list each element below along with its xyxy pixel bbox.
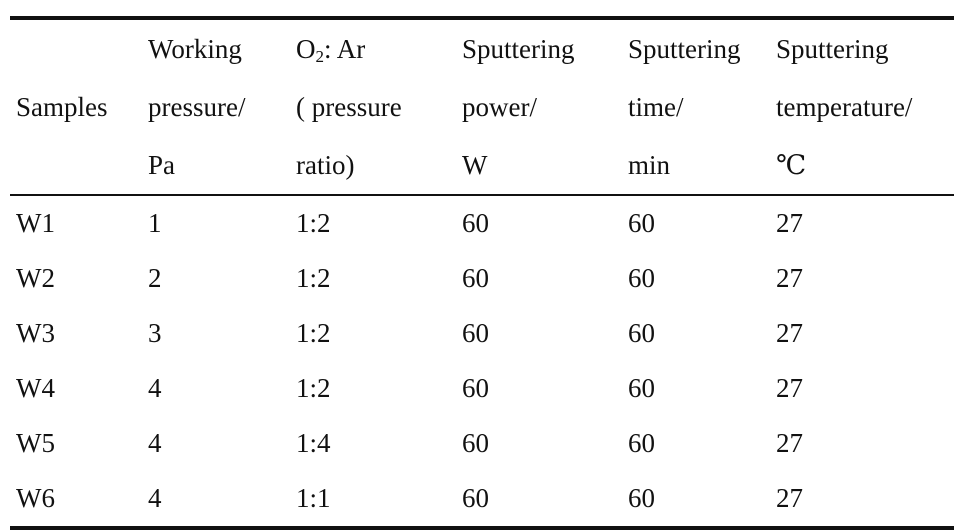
cell-sputtering-time: 60	[628, 373, 655, 403]
table-header-rule	[10, 194, 954, 196]
cell-sputtering-temperature: 27	[776, 483, 803, 513]
cell-gas-ratio: 1:4	[296, 428, 331, 458]
header-sputtering-power-line1: Sputtering	[462, 34, 575, 64]
header-gas-ratio: O2: Ar ( pressure ratio)	[290, 20, 456, 194]
table-row: W4 4 1:2 60 60 27	[10, 361, 954, 416]
cell-gas-ratio: 1:2	[296, 318, 331, 348]
header-sputtering-time-line1: Sputtering	[628, 34, 741, 64]
cell-sputtering-time: 60	[628, 263, 655, 293]
table-row: W1 1 1:2 60 60 27	[10, 196, 954, 251]
cell-gas-ratio: 1:2	[296, 263, 331, 293]
header-row: Samples Working pressure/ Pa O2: Ar ( pr…	[10, 20, 954, 194]
cell-sputtering-power: 60	[462, 318, 489, 348]
header-gas-ratio-line2: ( pressure	[296, 92, 402, 122]
header-sputtering-time-line2: time/	[628, 92, 684, 122]
cell-sputtering-power: 60	[462, 428, 489, 458]
cell-sputtering-time: 60	[628, 428, 655, 458]
cell-sputtering-power: 60	[462, 263, 489, 293]
cell-sputtering-time: 60	[628, 208, 655, 238]
header-sputtering-power-line2: power/	[462, 92, 537, 122]
header-working-pressure-line3: Pa	[148, 150, 175, 180]
header-samples-label: Samples	[16, 92, 108, 122]
cell-sputtering-temperature: 27	[776, 208, 803, 238]
cell-working-pressure: 4	[148, 373, 162, 403]
cell-sample: W6	[16, 483, 55, 513]
table-bottom-rule	[10, 526, 954, 530]
header-sputtering-temperature-line1: Sputtering	[776, 34, 889, 64]
cell-working-pressure: 4	[148, 428, 162, 458]
header-sputtering-power: Sputtering power/ W	[456, 20, 622, 194]
header-sputtering-temperature-line2: temperature/	[776, 92, 913, 122]
header-sputtering-power-line3: W	[462, 150, 488, 180]
table-body: W1 1 1:2 60 60 27 W2 2 1:2 60 60 27 W3 3…	[10, 196, 954, 526]
header-sputtering-temperature: Sputtering temperature/ ℃	[770, 20, 954, 194]
header-working-pressure-line2: pressure/	[148, 92, 246, 122]
cell-sputtering-temperature: 27	[776, 428, 803, 458]
cell-sample: W4	[16, 373, 55, 403]
cell-working-pressure: 1	[148, 208, 162, 238]
cell-sputtering-temperature: 27	[776, 318, 803, 348]
header-gas-ratio-line1: O2: Ar	[296, 20, 456, 78]
header-sputtering-time: Sputtering time/ min	[622, 20, 770, 194]
cell-sputtering-time: 60	[628, 318, 655, 348]
cell-sputtering-temperature: 27	[776, 263, 803, 293]
cell-sputtering-power: 60	[462, 373, 489, 403]
cell-sample: W1	[16, 208, 55, 238]
cell-sample: W5	[16, 428, 55, 458]
header-gas-ratio-line3: ratio)	[296, 150, 355, 180]
cell-working-pressure: 4	[148, 483, 162, 513]
cell-gas-ratio: 1:2	[296, 208, 331, 238]
header-working-pressure-line1: Working	[148, 34, 242, 64]
table-row: W5 4 1:4 60 60 27	[10, 416, 954, 471]
header-gas-ratio-rest: : Ar	[324, 34, 366, 64]
cell-sample: W3	[16, 318, 55, 348]
table-row: W3 3 1:2 60 60 27	[10, 306, 954, 361]
cell-sputtering-power: 60	[462, 208, 489, 238]
cell-working-pressure: 2	[148, 263, 162, 293]
header-gas-ratio-subscript: 2	[315, 47, 325, 66]
table-top-rule	[10, 16, 954, 20]
table-header: Samples Working pressure/ Pa O2: Ar ( pr…	[10, 20, 954, 194]
cell-sputtering-power: 60	[462, 483, 489, 513]
header-sputtering-temperature-line3: ℃	[776, 150, 807, 180]
header-working-pressure: Working pressure/ Pa	[142, 20, 290, 194]
cell-gas-ratio: 1:1	[296, 483, 331, 513]
cell-sample: W2	[16, 263, 55, 293]
cell-working-pressure: 3	[148, 318, 162, 348]
cell-gas-ratio: 1:2	[296, 373, 331, 403]
header-sputtering-time-line3: min	[628, 150, 671, 180]
header-samples: Samples	[10, 20, 142, 194]
table-row: W2 2 1:2 60 60 27	[10, 251, 954, 306]
sputtering-parameters-table: Samples Working pressure/ Pa O2: Ar ( pr…	[10, 16, 954, 530]
table-row: W6 4 1:1 60 60 27	[10, 471, 954, 526]
cell-sputtering-temperature: 27	[776, 373, 803, 403]
header-gas-ratio-o: O	[296, 34, 316, 64]
cell-sputtering-time: 60	[628, 483, 655, 513]
